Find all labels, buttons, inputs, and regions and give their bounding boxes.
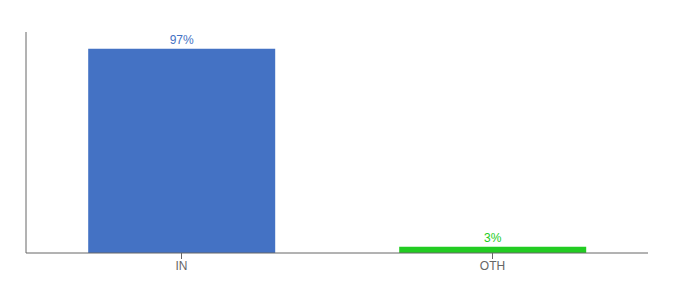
svg-text:OTH: OTH: [480, 259, 505, 273]
svg-text:3%: 3%: [484, 231, 502, 245]
svg-text:97%: 97%: [170, 33, 194, 47]
svg-text:IN: IN: [176, 259, 188, 273]
